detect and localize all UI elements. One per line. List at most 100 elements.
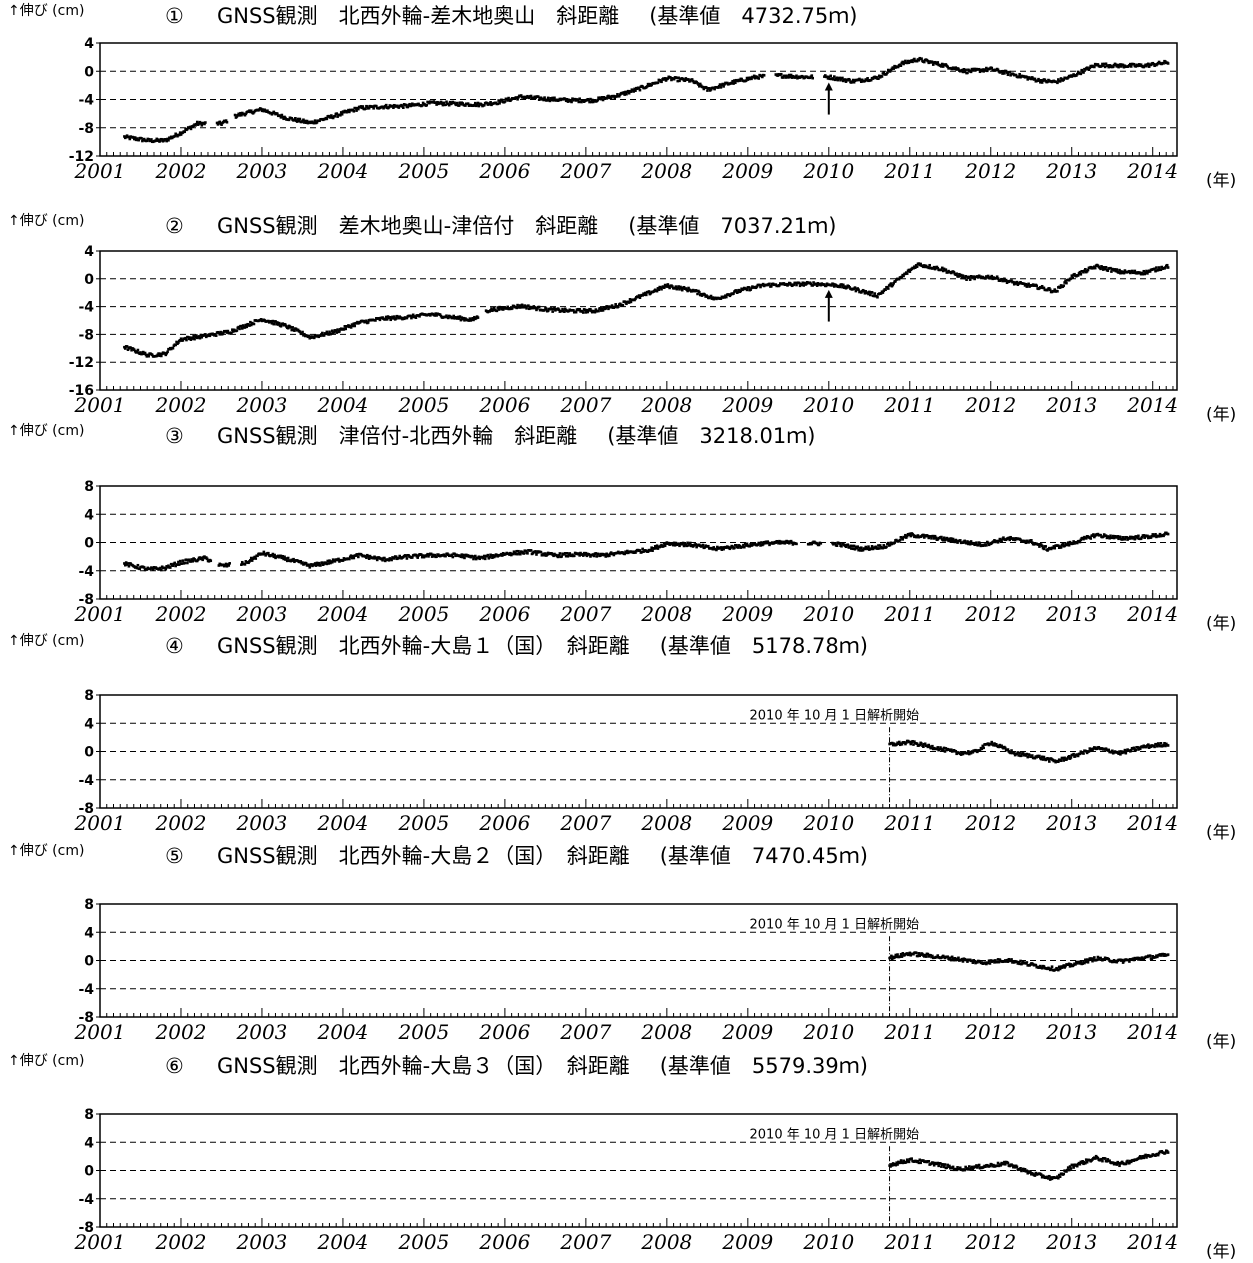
data-point — [957, 67, 960, 71]
data-point — [1088, 747, 1092, 750]
data-point — [1103, 267, 1107, 271]
data-point — [429, 552, 433, 556]
data-point — [137, 138, 141, 142]
data-point — [611, 552, 615, 555]
x-unit-label: (年) — [1206, 171, 1237, 191]
data-point — [719, 297, 723, 300]
chart-panel-3: ↑伸び (cm) ③ GNSS観測 津倍付-北西外輪 斜距離 (基準値 3218.01… — [0, 420, 1253, 634]
data-point — [1130, 269, 1134, 273]
data-point — [189, 127, 193, 131]
data-point — [420, 104, 424, 107]
data-point — [589, 308, 592, 311]
data-point — [736, 546, 740, 549]
data-point — [1000, 540, 1003, 543]
data-point — [1162, 534, 1165, 538]
data-point — [819, 283, 823, 287]
data-point — [662, 286, 666, 289]
data-point — [1087, 68, 1091, 72]
data-point — [601, 309, 605, 312]
data-point — [623, 93, 626, 96]
data-point — [1030, 77, 1033, 81]
data-point — [473, 101, 477, 105]
data-point — [1108, 536, 1111, 540]
data-point — [578, 97, 581, 101]
data-point — [505, 97, 509, 101]
y-tick-label: 4 — [84, 36, 94, 52]
data-point — [954, 538, 958, 542]
x-tick-label: 2014 — [1126, 159, 1178, 183]
data-point — [1062, 284, 1066, 287]
y-tick-label: -8 — [78, 592, 94, 608]
data-point — [1082, 537, 1085, 541]
x-tick-label: 2010 — [802, 393, 854, 417]
data-point — [384, 315, 388, 319]
data-point — [527, 96, 531, 100]
data-point — [656, 81, 660, 84]
data-point — [576, 98, 580, 102]
data-point — [593, 310, 597, 314]
data-point — [392, 106, 395, 110]
data-point — [734, 81, 737, 85]
data-point — [444, 103, 447, 107]
data-point — [1076, 754, 1080, 758]
x-tick-label: 2010 — [802, 602, 854, 626]
y-tick-label: -4 — [78, 982, 94, 998]
y-tick-label: -8 — [78, 121, 94, 137]
data-point — [473, 554, 477, 558]
data-point — [1115, 65, 1119, 68]
data-point — [368, 554, 372, 558]
data-point — [123, 135, 126, 138]
data-point — [1112, 958, 1116, 962]
data-point — [743, 542, 747, 546]
series-points — [888, 951, 1170, 972]
data-point — [301, 561, 304, 564]
data-point — [1147, 62, 1150, 66]
data-point — [236, 114, 240, 117]
data-point — [261, 552, 265, 556]
data-point — [276, 323, 280, 326]
data-point — [1111, 749, 1114, 753]
data-point — [463, 556, 466, 560]
x-tick-label: 2006 — [478, 811, 530, 835]
data-point — [1025, 961, 1029, 964]
data-point — [237, 325, 240, 329]
data-point — [660, 543, 663, 547]
data-point — [978, 749, 982, 752]
data-point — [1030, 539, 1033, 542]
data-point — [344, 327, 348, 331]
data-point — [755, 285, 759, 288]
data-point — [691, 79, 695, 83]
data-point — [680, 542, 684, 546]
data-point — [1117, 752, 1120, 755]
data-point — [1040, 966, 1044, 970]
data-point — [972, 275, 976, 278]
data-point — [191, 337, 195, 340]
data-point — [945, 536, 949, 540]
data-point — [367, 557, 371, 560]
data-point — [405, 316, 409, 320]
data-point — [477, 555, 481, 559]
data-point — [1118, 268, 1121, 272]
x-tick-label: 2007 — [559, 811, 611, 835]
data-point — [330, 114, 333, 117]
data-point — [944, 63, 948, 66]
data-point — [1093, 266, 1097, 270]
x-tick-label: 2014 — [1126, 393, 1178, 417]
data-point — [1109, 266, 1112, 270]
data-point — [1024, 754, 1028, 757]
data-point — [959, 273, 963, 277]
data-point — [701, 85, 705, 89]
data-point — [523, 304, 527, 307]
data-point — [854, 545, 858, 549]
data-point — [248, 324, 251, 327]
data-point — [208, 334, 212, 338]
data-point — [299, 560, 303, 563]
data-point — [904, 533, 907, 537]
data-point — [1004, 69, 1008, 73]
data-point — [614, 303, 617, 306]
data-point — [178, 131, 182, 134]
data-point — [462, 553, 465, 557]
data-point — [1165, 263, 1169, 267]
data-point — [127, 135, 131, 139]
